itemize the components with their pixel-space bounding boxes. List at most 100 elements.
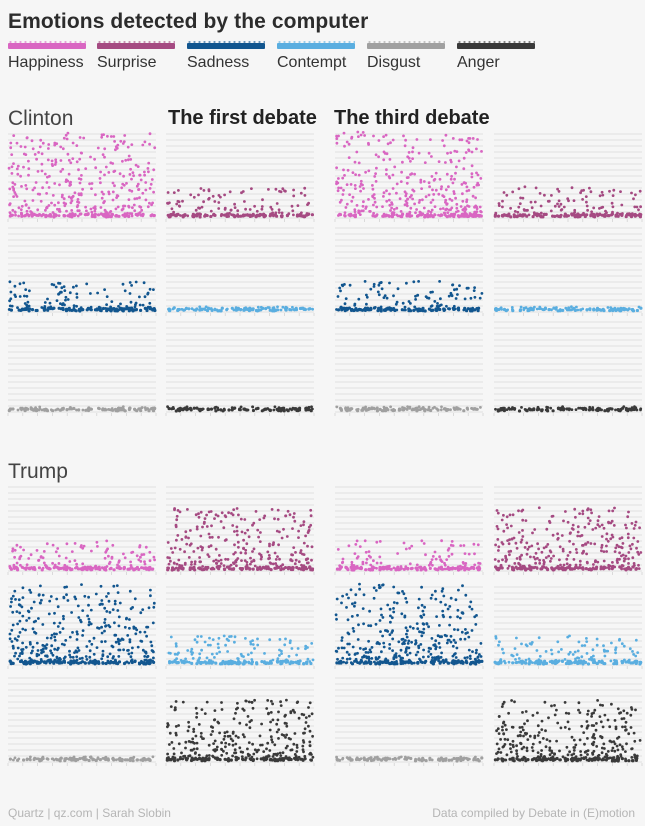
data-point bbox=[346, 406, 350, 410]
data-point bbox=[191, 740, 195, 744]
data-point bbox=[140, 406, 144, 409]
data-point bbox=[293, 732, 297, 735]
data-point bbox=[81, 562, 85, 566]
data-point bbox=[548, 308, 552, 311]
data-point bbox=[138, 173, 142, 177]
data-point bbox=[561, 405, 564, 409]
data-point bbox=[273, 551, 277, 555]
data-point bbox=[476, 567, 480, 571]
data-point bbox=[428, 185, 431, 189]
data-point bbox=[93, 207, 97, 211]
data-point bbox=[27, 304, 31, 308]
data-point bbox=[51, 757, 55, 761]
data-point bbox=[77, 177, 81, 181]
data-point bbox=[123, 204, 127, 208]
data-point bbox=[297, 536, 300, 539]
data-point bbox=[254, 407, 258, 411]
data-point bbox=[470, 566, 473, 570]
data-point bbox=[304, 661, 308, 665]
data-point bbox=[246, 653, 250, 656]
data-point bbox=[511, 308, 514, 311]
data-point bbox=[62, 285, 66, 288]
data-point bbox=[281, 187, 285, 191]
panel-grid-5 bbox=[165, 227, 315, 316]
data-point bbox=[476, 543, 480, 547]
data-point bbox=[395, 213, 399, 217]
data-point bbox=[350, 136, 353, 140]
data-point bbox=[184, 530, 188, 534]
data-point bbox=[290, 204, 294, 208]
data-point bbox=[431, 188, 434, 192]
data-point bbox=[38, 661, 42, 665]
data-point bbox=[293, 753, 297, 756]
data-point bbox=[142, 566, 146, 570]
data-point bbox=[183, 660, 187, 663]
data-point bbox=[49, 649, 52, 653]
data-point bbox=[24, 645, 28, 649]
data-point bbox=[589, 190, 593, 194]
data-point bbox=[210, 535, 214, 539]
data-point bbox=[272, 408, 276, 412]
data-point bbox=[71, 631, 74, 634]
data-point bbox=[128, 407, 132, 410]
data-point bbox=[244, 637, 247, 640]
data-point bbox=[205, 661, 209, 665]
data-point bbox=[362, 187, 365, 190]
data-point bbox=[76, 632, 79, 636]
data-point bbox=[244, 551, 248, 555]
data-point bbox=[232, 561, 235, 565]
data-point bbox=[152, 605, 156, 609]
data-point bbox=[235, 564, 238, 568]
data-point bbox=[183, 550, 187, 554]
data-point bbox=[223, 567, 227, 572]
data-point bbox=[244, 308, 248, 311]
data-point bbox=[174, 566, 178, 570]
data-point bbox=[345, 307, 349, 311]
data-point bbox=[152, 168, 156, 172]
data-point bbox=[68, 291, 72, 295]
data-point bbox=[237, 513, 240, 517]
data-point bbox=[342, 131, 346, 135]
data-point bbox=[180, 751, 183, 755]
data-point bbox=[466, 566, 469, 570]
data-point bbox=[480, 150, 483, 153]
data-point bbox=[611, 210, 614, 214]
data-point bbox=[190, 661, 194, 666]
data-point bbox=[468, 214, 471, 218]
data-point bbox=[149, 594, 152, 598]
data-point bbox=[174, 700, 178, 703]
data-point bbox=[464, 151, 468, 154]
data-point bbox=[77, 649, 81, 652]
data-point bbox=[539, 214, 542, 218]
data-point bbox=[87, 617, 91, 621]
data-point bbox=[350, 407, 354, 411]
data-point bbox=[224, 660, 228, 664]
data-point bbox=[307, 407, 310, 411]
data-point bbox=[170, 741, 174, 744]
data-point bbox=[353, 184, 357, 187]
data-point bbox=[451, 181, 455, 185]
data-point bbox=[171, 307, 175, 311]
data-point bbox=[258, 734, 262, 738]
data-point bbox=[35, 757, 39, 761]
data-point bbox=[634, 193, 637, 197]
data-point bbox=[266, 741, 270, 745]
data-point bbox=[355, 565, 359, 568]
data-point bbox=[242, 709, 246, 712]
data-point bbox=[369, 407, 372, 411]
data-point bbox=[186, 214, 190, 218]
data-point bbox=[451, 544, 455, 547]
data-point bbox=[304, 644, 308, 648]
data-point bbox=[437, 160, 441, 164]
data-point bbox=[80, 308, 84, 312]
data-point bbox=[355, 204, 359, 207]
data-point bbox=[375, 566, 378, 570]
data-point bbox=[174, 523, 178, 527]
panel-trump-surprise-13 bbox=[166, 507, 315, 572]
data-point bbox=[309, 508, 313, 512]
data-point bbox=[185, 542, 189, 546]
data-point bbox=[294, 407, 298, 411]
data-point bbox=[41, 623, 45, 626]
data-point bbox=[64, 202, 68, 206]
data-point bbox=[288, 407, 292, 411]
